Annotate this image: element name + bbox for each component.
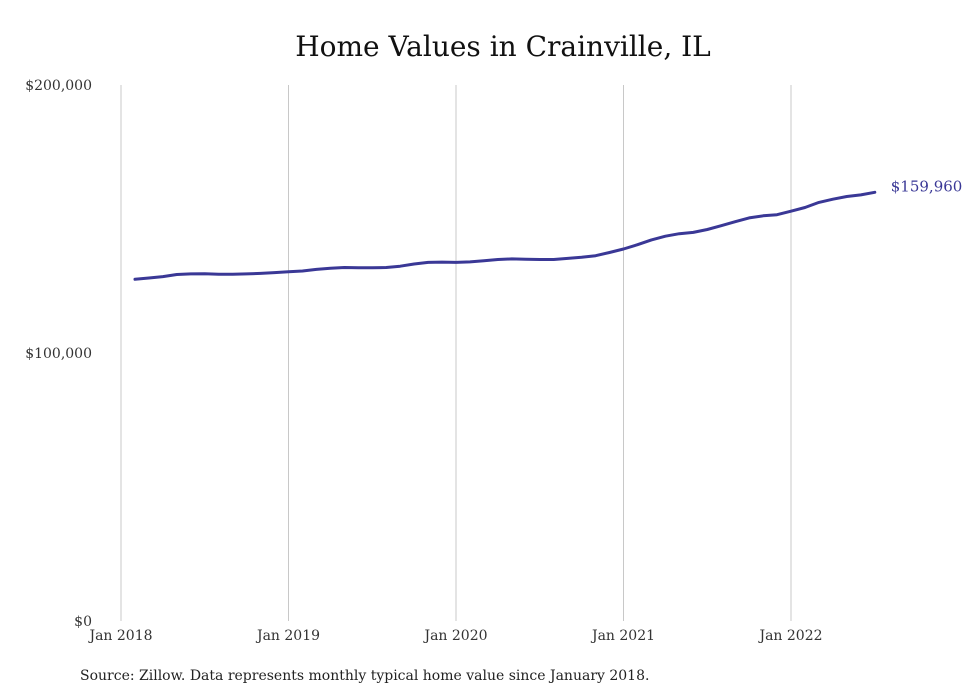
end-value-label: $159,960: [891, 177, 963, 195]
y-tick-label: $0: [74, 614, 92, 630]
series-line: [133, 190, 877, 281]
x-tick-label: Jan 2019: [255, 628, 320, 644]
x-tick-label: Jan 2018: [87, 628, 152, 644]
x-axis-ticks: Jan 2018 Jan 2019 Jan 2020 Jan 2021 Jan 2022: [87, 628, 822, 644]
source-note: Source: Zillow. Data represents monthly …: [80, 668, 650, 684]
x-tick-label: Jan 2021: [590, 628, 655, 644]
grid-lines: [120, 85, 792, 621]
y-tick-label: $100,000: [25, 346, 92, 362]
y-tick-label: $200,000: [25, 78, 92, 94]
chart-title: Home Values in Crainville, IL: [295, 30, 711, 63]
y-axis-ticks: $200,000 $100,000 $0: [25, 78, 92, 630]
x-tick-label: Jan 2020: [422, 628, 487, 644]
x-tick-label: Jan 2022: [757, 628, 822, 644]
